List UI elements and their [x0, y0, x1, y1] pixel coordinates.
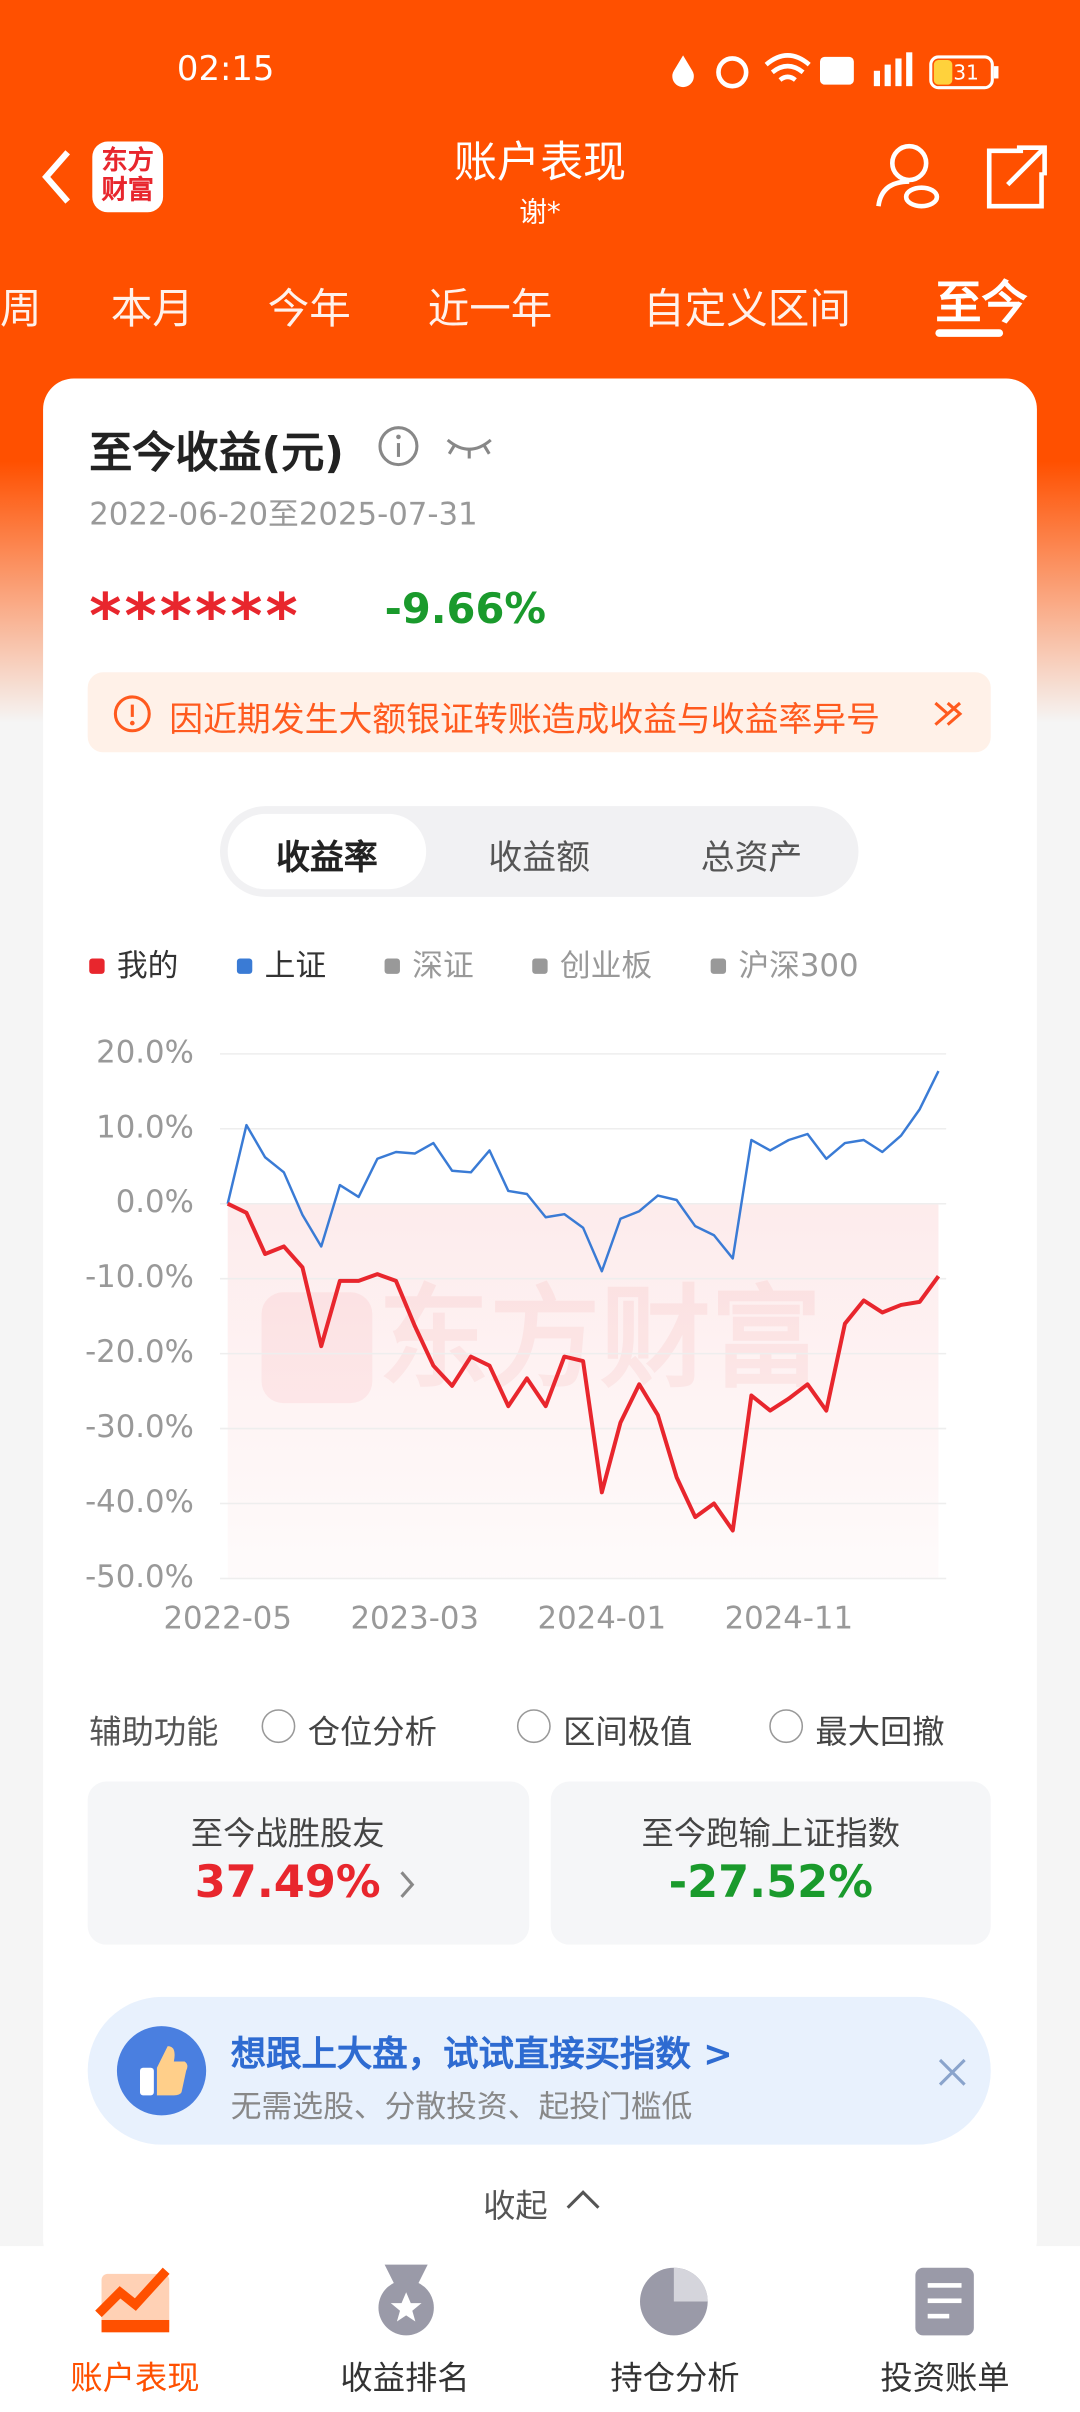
banner-title: 想跟上大盘，试试直接买指数 >: [230, 2035, 733, 2076]
legend-swatch: [710, 958, 727, 974]
series-line: [226, 1201, 941, 1533]
legend-label: 我的: [117, 948, 179, 984]
x-tick-label: 2024-01: [538, 1600, 666, 1636]
card-title: 至今收益(元): [89, 427, 345, 479]
chevron[interactable]: [397, 1868, 419, 1902]
stat-value: 37.49%: [194, 1855, 381, 1908]
y-tick-label: 0.0%: [116, 1184, 194, 1220]
radio[interactable]: 区间极值: [563, 1713, 693, 1751]
page-title: 账户表现: [453, 136, 627, 188]
radio[interactable]: 最大回撤: [815, 1713, 945, 1751]
chart: 我的 上证 深证 创业板 沪深300 东方财富 20.0% 10.0% 0.0% -10.0% -2…: [85, 948, 947, 1636]
return-pct: -9.66%: [384, 586, 546, 634]
y-tick-label: -10.0%: [85, 1259, 194, 1295]
notice-bg: [87, 672, 991, 753]
notice-close[interactable]: [929, 695, 969, 732]
legend-label: 创业板: [560, 948, 652, 984]
x-tick-label: 2023-03: [350, 1600, 478, 1636]
bottom-tab[interactable]: 收益排名: [340, 2359, 470, 2397]
legend-swatch: [89, 958, 105, 974]
segment[interactable]: 总资产: [700, 839, 803, 879]
stat-value: -27.52%: [668, 1855, 873, 1908]
watermark-logo: [261, 1292, 373, 1404]
tab[interactable]: 周: [0, 286, 42, 334]
radio[interactable]: 仓位分析: [307, 1713, 437, 1751]
radio-circle[interactable]: [769, 1709, 804, 1744]
notice-text: 因近期发生大额银证转账造成收益与收益率异号: [169, 701, 881, 740]
stat-label: 至今跑输上证指数: [641, 1815, 900, 1853]
tab[interactable]: 自定义区间: [643, 286, 851, 334]
tab[interactable]: 本月: [110, 286, 194, 334]
stat-box: [87, 1781, 530, 1945]
x-tick-label: 2024-11: [725, 1600, 853, 1636]
bottom-tab[interactable]: 账户表现: [70, 2359, 200, 2397]
legend-label: 沪深300: [738, 948, 858, 984]
banner-icon: [116, 2026, 207, 2116]
stat-box: [550, 1781, 991, 1945]
masked-amount: ******: [89, 581, 301, 653]
radio-circle[interactable]: [261, 1709, 296, 1744]
series-line: [226, 1070, 940, 1273]
segment-selected: [227, 813, 427, 890]
legend-swatch: [236, 958, 253, 974]
battery: 31: [953, 60, 978, 84]
y-tick-label: 20.0%: [96, 1034, 194, 1070]
tab[interactable]: 至今: [935, 276, 1028, 331]
aux-label: 辅助功能: [89, 1713, 219, 1751]
collapse-icon[interactable]: [563, 2185, 603, 2213]
status-icons: 31: [672, 52, 999, 90]
nav-icons[interactable]: [869, 142, 1054, 213]
date-range: 2022-06-20至2025-07-31: [89, 495, 478, 533]
tab-indicator: [935, 329, 1004, 337]
banner-subtitle: 无需选股、分散投资、起投门槛低: [230, 2087, 693, 2125]
time: 02:15: [176, 50, 275, 90]
x-tick-label: 2022-05: [163, 1600, 291, 1636]
legend-label: 深证: [412, 948, 474, 984]
bottom-tab[interactable]: 持仓分析: [610, 2359, 740, 2397]
logo: 东方财富: [101, 146, 154, 207]
y-tick-label: -20.0%: [85, 1334, 194, 1370]
bottom-tab[interactable]: 投资账单: [880, 2359, 1010, 2397]
tab[interactable]: 今年: [267, 286, 351, 334]
tab[interactable]: 近一年: [427, 286, 553, 334]
y-tick-label: -40.0%: [85, 1484, 194, 1520]
account-name: 谢*: [519, 196, 561, 230]
bottom-nav-icons: [95, 2264, 974, 2336]
segment[interactable]: 收益额: [488, 839, 590, 879]
legend-label: 上证: [265, 948, 327, 984]
back-button[interactable]: [34, 146, 80, 208]
watermark: 东方财富: [378, 1274, 821, 1403]
logo-bg: [92, 141, 164, 213]
legend-swatch: [384, 958, 400, 974]
legend-swatch: [532, 958, 548, 974]
collapse[interactable]: 收起: [483, 2187, 548, 2225]
y-tick-label: -50.0%: [85, 1559, 194, 1595]
notice-icon: [113, 695, 151, 733]
area-fill: [227, 1203, 939, 1579]
radio-circle[interactable]: [516, 1709, 551, 1744]
stat-label: 至今战胜股友: [190, 1815, 385, 1853]
y-tick-label: -30.0%: [85, 1409, 194, 1445]
segment[interactable]: 收益率: [276, 839, 378, 879]
banner[interactable]: [87, 1996, 991, 2145]
bottom-nav: [0, 2246, 1080, 2412]
card-icons[interactable]: [377, 425, 500, 471]
y-tick-label: 10.0%: [96, 1109, 194, 1145]
banner-close[interactable]: [935, 2055, 969, 2089]
